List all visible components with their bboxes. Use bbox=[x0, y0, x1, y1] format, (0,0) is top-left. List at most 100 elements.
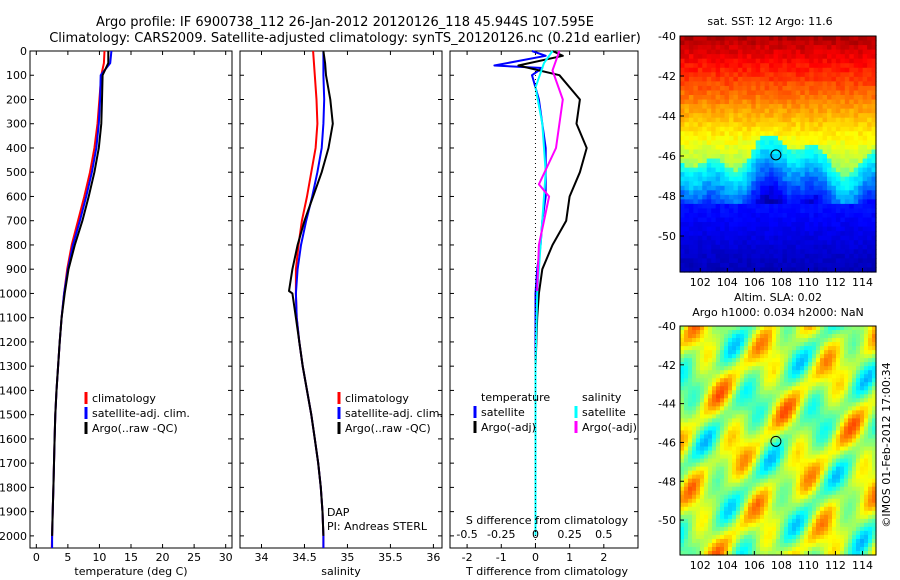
map-cell bbox=[844, 249, 850, 255]
map-cell bbox=[804, 430, 809, 436]
map-cell bbox=[840, 231, 846, 237]
map-cell bbox=[764, 470, 769, 476]
map-cell bbox=[724, 510, 729, 516]
map-cell bbox=[702, 249, 708, 255]
map-cell bbox=[791, 135, 797, 141]
map-cell bbox=[832, 330, 837, 335]
map-cell bbox=[680, 203, 686, 210]
map-cell bbox=[809, 90, 815, 96]
map-cell bbox=[818, 131, 824, 137]
map-cell bbox=[752, 398, 757, 403]
map-cell bbox=[836, 506, 841, 512]
map-cell bbox=[822, 231, 828, 237]
map-cell bbox=[862, 258, 868, 264]
map-cell bbox=[792, 442, 797, 448]
map-cell bbox=[773, 117, 779, 123]
map-cell bbox=[728, 386, 733, 391]
map-cell bbox=[700, 502, 705, 508]
map-cell bbox=[844, 163, 850, 169]
map-cell bbox=[772, 330, 777, 335]
map-cell bbox=[788, 426, 793, 432]
map-cell bbox=[748, 522, 753, 528]
map-cell bbox=[784, 402, 789, 407]
map-cell bbox=[780, 342, 785, 347]
map-cell bbox=[760, 446, 765, 452]
map-cell bbox=[716, 454, 721, 460]
map-cell bbox=[737, 176, 743, 182]
map-cell bbox=[804, 122, 810, 128]
map-cell bbox=[724, 362, 729, 367]
map-cell bbox=[692, 458, 697, 464]
map-cell bbox=[732, 346, 737, 351]
map-cell bbox=[692, 326, 697, 331]
map-cell bbox=[812, 422, 817, 428]
map-cell bbox=[791, 126, 797, 132]
map-cell bbox=[700, 398, 705, 403]
map-cell bbox=[760, 426, 765, 432]
map-cell bbox=[752, 470, 757, 476]
map-cell bbox=[693, 213, 699, 219]
map-cell bbox=[764, 154, 770, 160]
map-cell bbox=[796, 414, 801, 420]
map-cell bbox=[696, 434, 701, 440]
map-cell bbox=[780, 434, 785, 440]
map-cell bbox=[782, 167, 788, 173]
map-cell bbox=[822, 181, 828, 187]
map-cell bbox=[756, 430, 761, 436]
map-cell bbox=[853, 176, 859, 182]
map-cell bbox=[792, 466, 797, 472]
map-cell bbox=[858, 249, 864, 255]
map-cell bbox=[792, 334, 797, 339]
map-cell bbox=[858, 176, 864, 182]
map-cell bbox=[756, 410, 761, 415]
map-cell bbox=[736, 326, 741, 331]
map-cell bbox=[795, 181, 801, 187]
map-cell bbox=[872, 430, 877, 436]
map-cell bbox=[768, 410, 773, 415]
map-cell bbox=[729, 203, 735, 210]
map-cell bbox=[831, 194, 837, 200]
map-cell bbox=[748, 514, 753, 520]
map-cell bbox=[729, 135, 735, 141]
map-cell bbox=[860, 434, 865, 440]
map-cell bbox=[708, 478, 713, 484]
map-cell bbox=[782, 158, 788, 164]
map-cell bbox=[786, 194, 792, 200]
map-cell bbox=[852, 334, 857, 339]
map-cell bbox=[728, 374, 733, 379]
map-cell bbox=[706, 240, 712, 246]
map-cell bbox=[778, 144, 784, 151]
map-cell bbox=[831, 67, 837, 73]
map-cell bbox=[849, 63, 855, 69]
map-cell bbox=[860, 422, 865, 428]
map-cell bbox=[688, 470, 693, 476]
map-cell bbox=[858, 190, 864, 196]
map-cell bbox=[780, 390, 785, 395]
map-cell bbox=[848, 462, 853, 468]
map-cell bbox=[813, 40, 819, 46]
map-cell bbox=[680, 131, 686, 137]
map-cell bbox=[748, 398, 753, 403]
map-cell bbox=[784, 382, 789, 387]
map-cell bbox=[740, 386, 745, 391]
map-cell bbox=[836, 414, 841, 420]
map-cell bbox=[867, 72, 873, 78]
map-cell bbox=[849, 99, 855, 105]
map-cell bbox=[780, 446, 785, 452]
map-cell bbox=[720, 366, 725, 371]
map-cell bbox=[840, 36, 846, 42]
map-cell bbox=[858, 108, 864, 114]
map-cell bbox=[848, 446, 853, 452]
map-cell bbox=[780, 346, 785, 351]
map-cell bbox=[724, 167, 730, 173]
map-cell bbox=[711, 176, 717, 182]
map-cell bbox=[868, 350, 873, 355]
map-cell bbox=[688, 222, 694, 228]
map-cell bbox=[724, 135, 730, 141]
map-cell bbox=[736, 450, 741, 456]
map-cell bbox=[780, 338, 785, 343]
map-cell bbox=[733, 122, 739, 128]
map-cell bbox=[844, 494, 849, 500]
map-cell bbox=[812, 350, 817, 355]
map-cell bbox=[816, 406, 821, 411]
